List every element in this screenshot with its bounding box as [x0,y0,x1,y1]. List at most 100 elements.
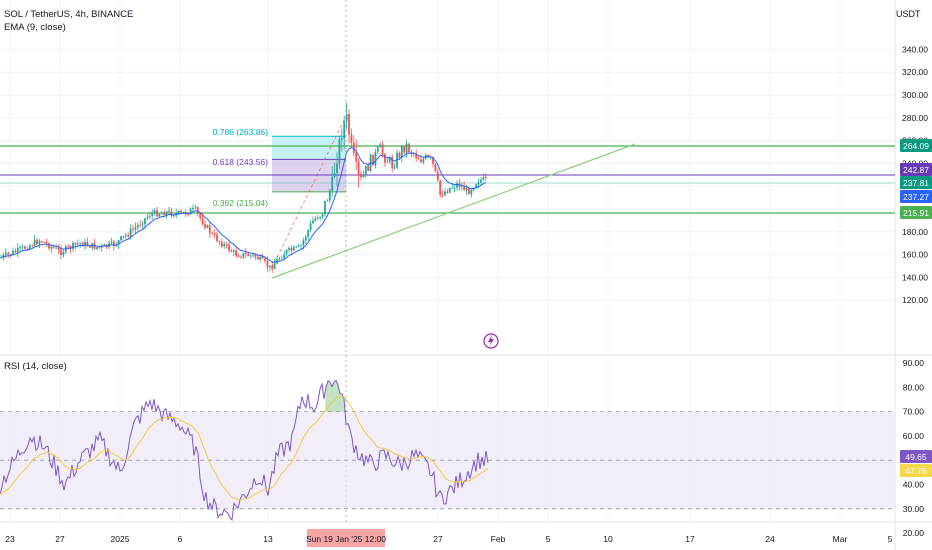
rsi-axis-tick: 60.00 [903,431,925,441]
candle-body [69,246,72,249]
candle-body [415,153,418,159]
candle-body [336,163,338,174]
candle-body [326,200,329,202]
crosshair-date-badge [307,529,385,547]
price-axis-tick: 140.00 [902,272,928,282]
candle-body [84,241,86,247]
candle-body [463,186,466,191]
candle-body [0,257,2,259]
candle-body [2,254,5,258]
candle-body [38,241,41,245]
candle-body [127,234,130,237]
rsi-axis-tick: 90.00 [903,358,925,368]
candle-body [148,215,151,217]
price-badge-label: 237.27 [903,192,929,202]
candle-body [14,250,17,253]
candle-body [432,156,434,164]
candle-body [129,228,132,237]
candle-body [156,210,158,217]
candle-body [86,241,89,246]
price-badge-label: 215.91 [903,208,929,218]
candle-body [230,250,233,252]
candle-body [475,184,478,188]
candle-body [139,224,142,226]
candle-body [314,218,317,221]
candle-body [468,188,470,195]
candle-body [357,161,360,175]
candle-body [273,263,276,270]
candle-body [67,246,70,247]
candle-body [297,245,300,247]
candle-body [172,215,175,217]
fib-label-2: 0.618 (243.56) [213,157,268,167]
price-badge-label: 237.81 [903,178,929,188]
candle-body [393,167,396,169]
candle-body [112,241,115,246]
candle-body [120,236,122,241]
candle-body [360,174,362,178]
time-axis-tick: 27 [55,534,65,544]
lightning-icon[interactable] [483,333,499,349]
candle-body [312,220,314,224]
candle-body [136,224,139,228]
candle-body [345,114,348,122]
candle-body [194,207,197,209]
candle-body [81,242,84,247]
candle-body [16,247,19,253]
time-axis-tick: 24 [765,534,775,544]
candle-body [220,241,223,247]
price-badge-label: 242.87 [903,165,929,175]
price-badge-label: 264.09 [903,141,929,151]
candle-body [324,200,326,214]
candle-body [482,177,485,180]
ema-indicator-label[interactable]: EMA (9, close) [4,22,66,33]
candle-body [456,183,458,188]
candle-body [204,223,206,228]
candle-body [132,228,134,230]
candle-body [384,154,386,163]
candle-body [307,229,310,237]
candle-body [19,247,22,249]
candle-body [252,254,254,256]
candle-body [348,114,350,135]
candle-body [278,258,281,260]
candle-body [321,213,324,217]
candle-body [55,247,58,249]
candle-body [242,253,245,258]
price-badge [900,206,932,219]
price-axis-tick: 340.00 [902,44,928,54]
candle-body [283,254,286,259]
price-axis-tick: 280.00 [902,113,928,123]
rsi-overbought-fill [325,380,345,412]
candle-body [48,243,50,249]
symbol-title[interactable]: SOL / TetherUS, 4h, BINANCE [4,9,134,20]
candle-body [213,233,216,235]
candle-body [122,235,125,237]
candle-body [201,217,204,224]
rsi-axis-tick: 30.00 [903,504,925,514]
time-axis-tick: 5 [888,534,893,544]
candle-body [427,155,430,158]
candle-body [249,255,252,257]
candle-body [182,211,185,213]
candle-body [362,174,365,178]
fib-zone-upper [272,136,346,160]
time-axis-tick: 27 [433,534,443,544]
candle-body [28,245,31,250]
candle-body [151,213,154,216]
candle-body [141,224,144,226]
candle-body [43,242,46,243]
candle-body [268,265,271,268]
candle-body [165,211,168,216]
candle-body [304,236,307,241]
candle-body [391,157,394,169]
candle-body [79,242,82,244]
candle-body [192,207,194,210]
candle-body [319,216,322,219]
candle-body [160,212,163,214]
rsi-indicator-label[interactable]: RSI (14, close) [4,361,67,372]
candle-body [168,210,170,212]
candle-body [480,179,482,183]
candle-body [247,254,250,257]
